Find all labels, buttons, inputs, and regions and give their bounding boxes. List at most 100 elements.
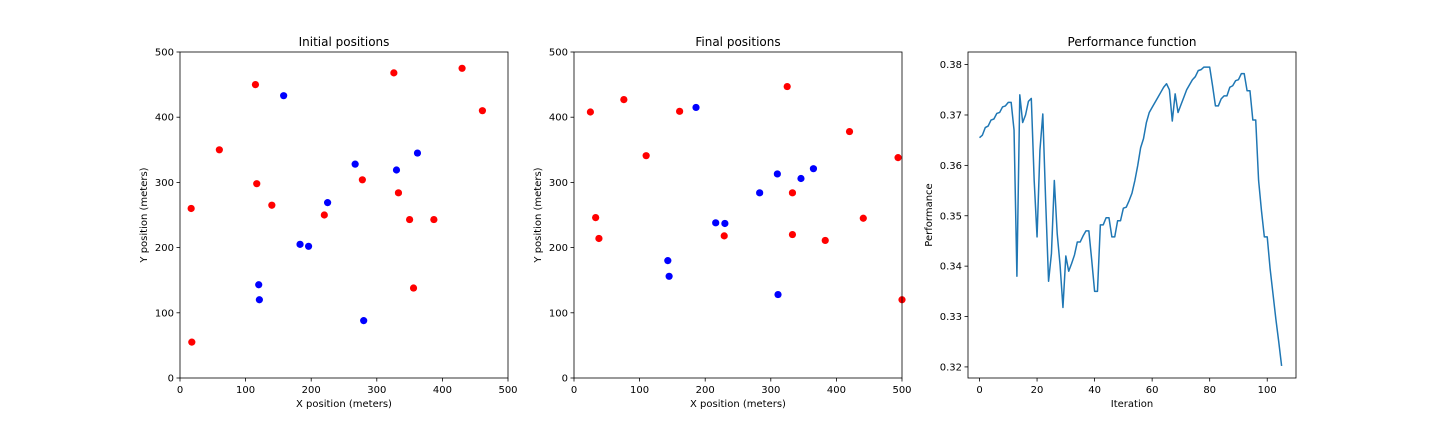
panel-performance-function: Performance function Iteration Performan… [924,35,1297,410]
data-point [409,284,418,292]
y-tick-label: 200 [549,243,568,254]
data-point [809,165,818,173]
y-tick-label: 0 [562,374,568,385]
data-point [712,219,720,227]
data-point [773,170,781,178]
data-point [255,281,263,289]
data-point [797,174,805,183]
x-axis-label: Iteration [1111,399,1153,410]
data-point [390,69,398,77]
data-point [251,81,260,89]
y-tick-label: 0.36 [940,161,962,172]
plot-frame [967,51,1297,379]
data-point [392,166,401,174]
panel-final-positions: Final positions X position (meters) Y po… [533,35,912,410]
x-tick-label: 400 [433,385,452,396]
data-point [458,64,466,72]
y-tick-label: 0.34 [940,262,962,273]
data-point [255,296,263,304]
panel-initial-positions: Initial positions X position (meters) Y … [139,35,518,410]
data-point [478,107,487,115]
data-point [620,95,628,104]
data-point [783,82,791,91]
data-point [676,107,684,115]
data-point [394,189,403,197]
data-point [296,240,304,248]
data-point [430,215,438,224]
x-tick-label: 0 [976,385,982,396]
x-tick-label: 500 [892,385,911,396]
chart-title: Initial positions [299,35,390,49]
x-tick-label: 300 [367,385,386,396]
data-point [592,214,600,222]
y-tick-label: 0.35 [940,211,962,222]
plot-frame [179,51,509,379]
data-point [894,154,902,162]
y-tick-label: 100 [549,308,568,319]
y-tick-label: 0.37 [940,110,962,121]
data-point [360,317,368,325]
data-point [406,215,414,224]
y-tick-label: 300 [549,178,568,189]
x-tick-label: 300 [761,385,780,396]
data-point [304,242,313,250]
x-tick-label: 80 [1203,385,1216,396]
x-tick-label: 100 [630,385,649,396]
data-point [788,189,797,197]
x-tick-label: 0 [177,385,183,396]
y-tick-label: 0.38 [940,60,962,71]
series-line [979,66,1283,366]
chart-title: Final positions [695,35,780,49]
x-tick-label: 100 [236,385,255,396]
x-tick-label: 500 [498,385,517,396]
y-tick-label: 500 [549,48,568,59]
data-point [859,214,867,222]
x-tick-label: 40 [1088,385,1101,396]
data-point [280,92,288,100]
data-point [268,201,276,209]
data-point [253,180,261,188]
x-tick-label: 400 [827,385,846,396]
y-tick-label: 0.33 [940,312,962,323]
y-tick-label: 400 [155,113,174,124]
y-tick-label: 500 [155,48,174,59]
x-tick-label: 100 [1258,385,1277,396]
x-tick-label: 20 [1031,385,1044,396]
y-axis-label: Y position (meters) [533,167,544,263]
data-point [324,199,332,207]
data-point [595,234,603,243]
y-axis-label: Y position (meters) [139,167,150,263]
data-point [187,204,195,213]
data-point [188,338,196,346]
data-point [721,219,729,228]
data-point [756,189,764,197]
data-point [720,232,728,240]
y-tick-label: 0.32 [940,362,962,373]
x-tick-label: 0 [571,385,577,396]
data-point [586,108,595,116]
data-point [413,149,422,157]
data-point [358,176,366,184]
y-tick-label: 200 [155,243,174,254]
x-axis-label: X position (meters) [296,399,392,410]
data-point [215,146,223,154]
chart-title: Performance function [1068,35,1197,49]
plot-frame [573,51,903,379]
y-tick-label: 400 [549,113,568,124]
y-tick-label: 100 [155,308,174,319]
data-point [845,127,854,136]
x-tick-label: 60 [1146,385,1159,396]
x-tick-label: 200 [302,385,321,396]
x-tick-label: 200 [696,385,715,396]
x-axis-label: X position (meters) [690,399,786,410]
data-point [351,160,359,168]
y-axis-label: Performance [924,183,935,246]
data-point [788,230,797,239]
data-point [642,152,650,160]
data-point [774,290,782,299]
data-point [665,272,673,280]
y-tick-label: 0 [168,374,174,385]
data-point [320,211,328,219]
data-point [664,257,672,265]
